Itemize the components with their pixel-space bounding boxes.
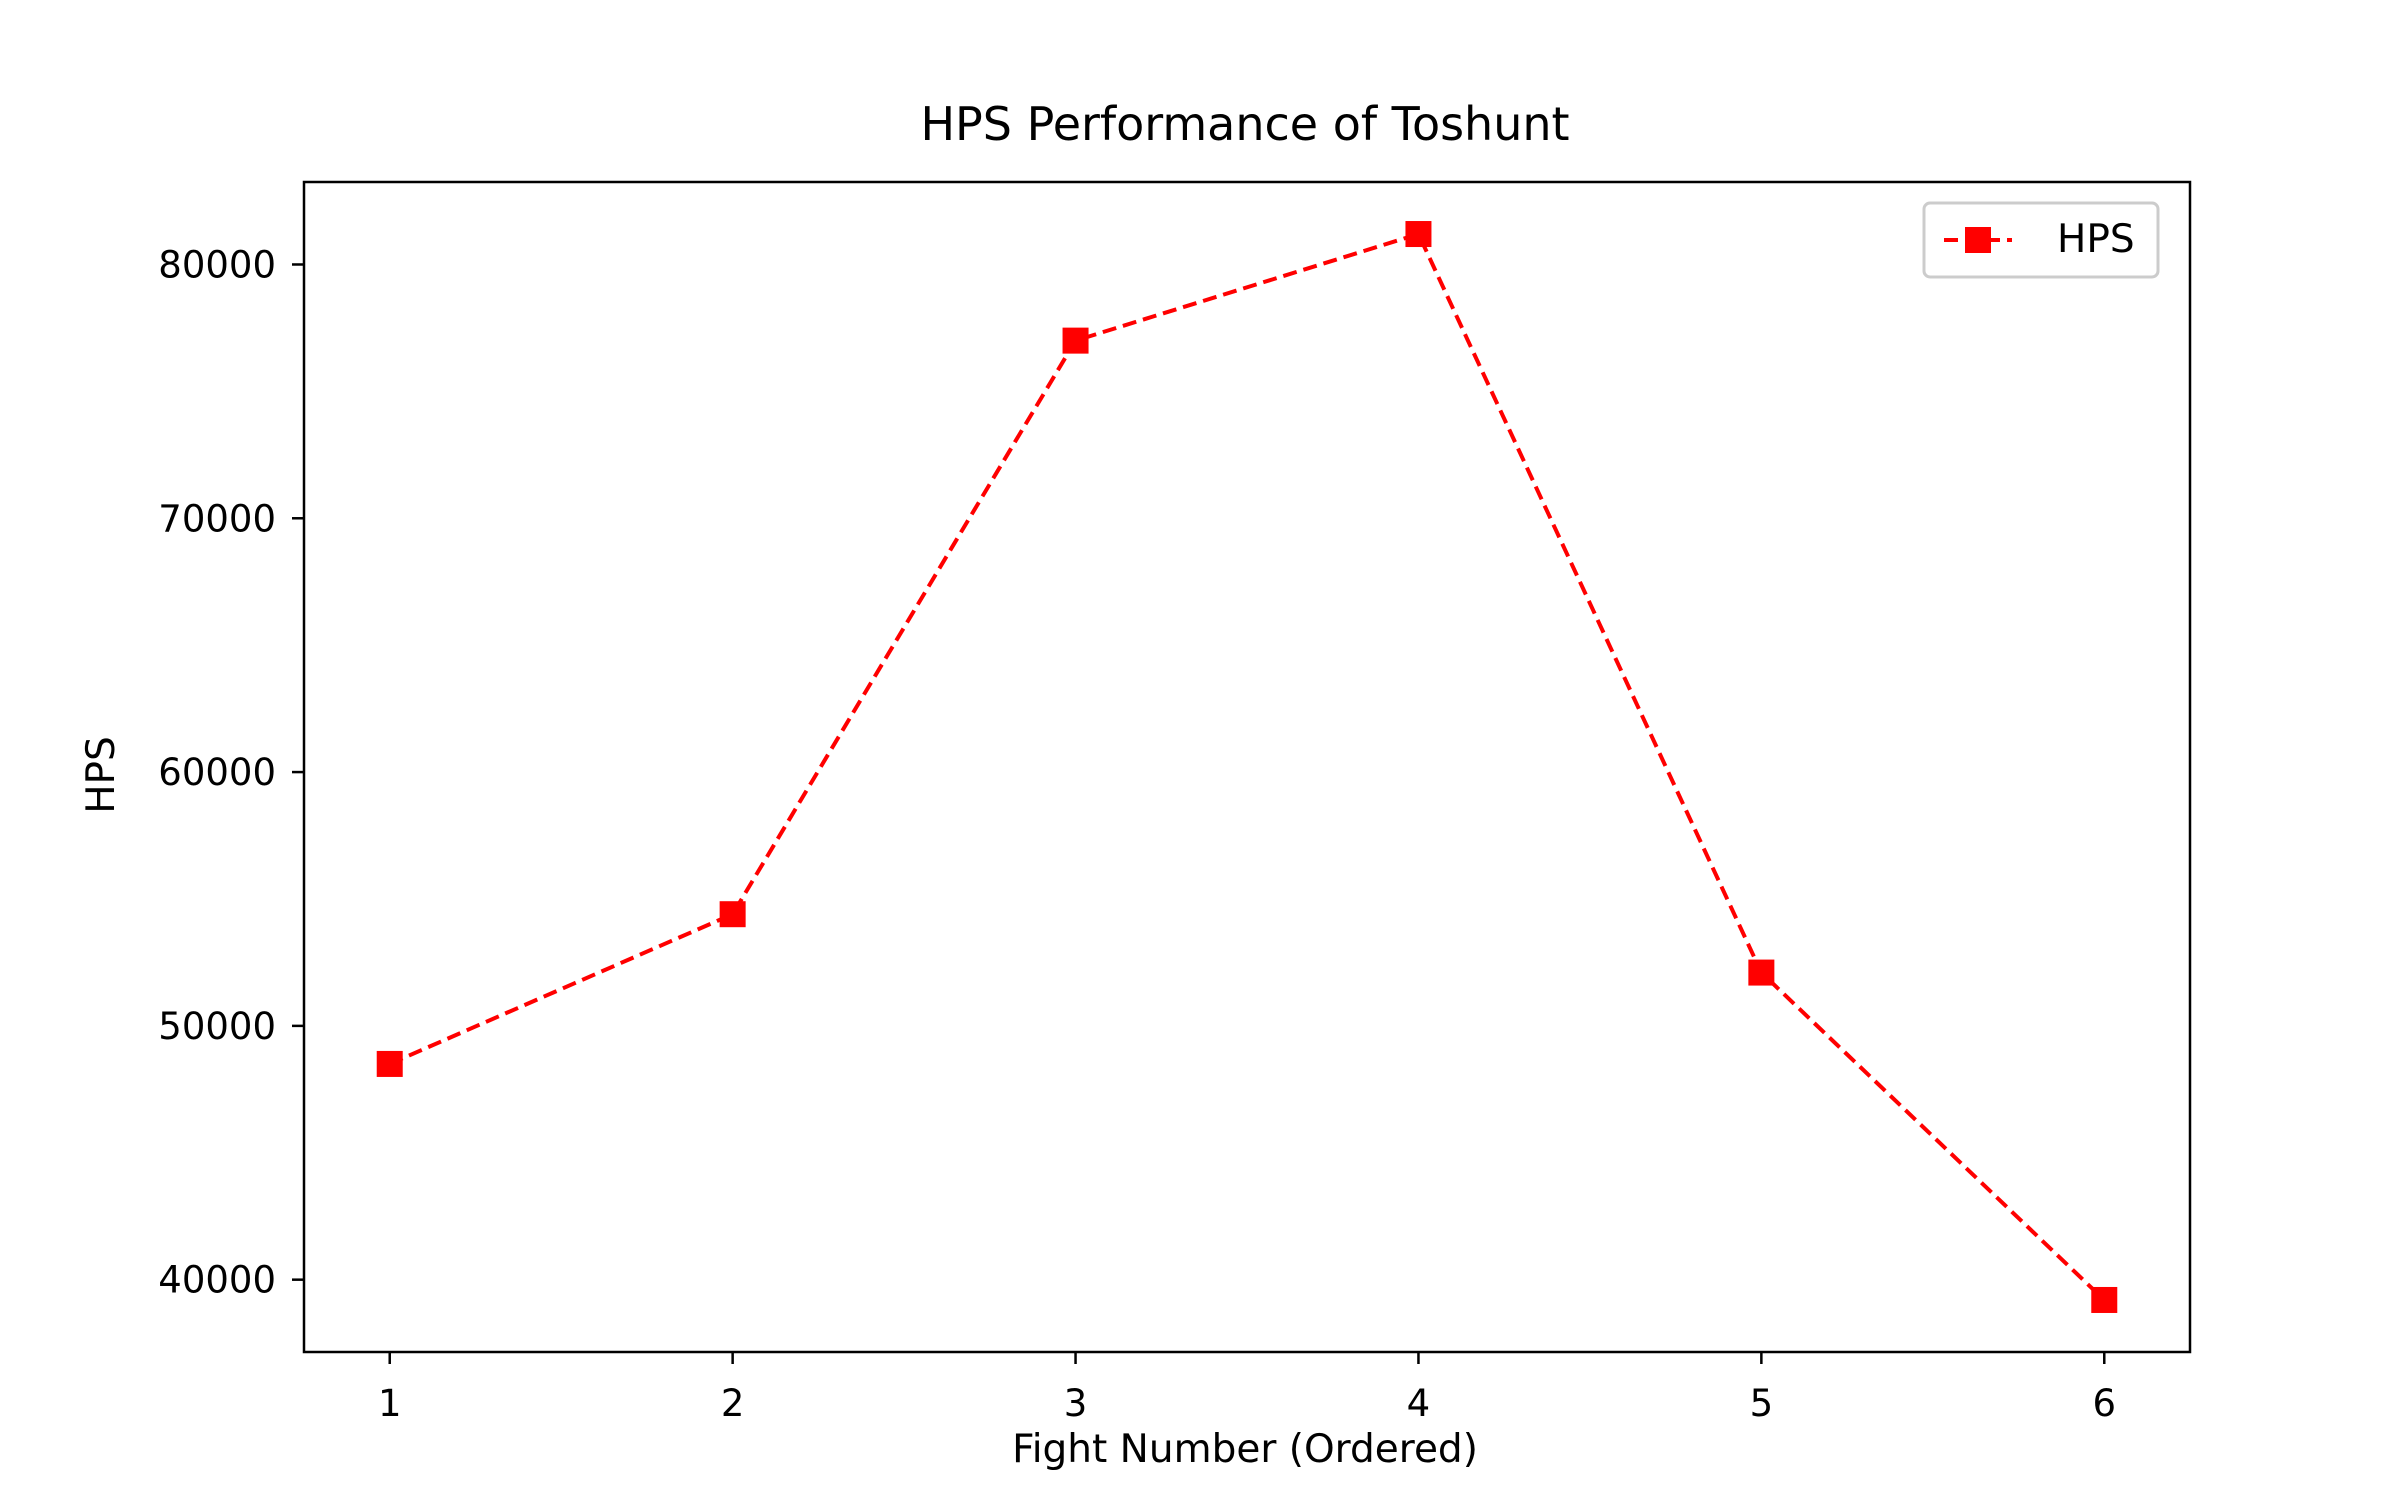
data-point-3 xyxy=(1062,327,1089,354)
legend-series-marker xyxy=(1965,227,1991,253)
x-tick-label: 6 xyxy=(2092,1382,2116,1425)
x-axis-label: Fight Number (Ordered) xyxy=(1012,1427,1478,1472)
plot-frame xyxy=(302,180,2192,1354)
legend-box xyxy=(1922,201,2160,279)
chart-title: HPS Performance of Toshunt xyxy=(920,97,1569,151)
y-tick-label: 70000 xyxy=(158,497,276,540)
data-point-2 xyxy=(719,901,746,928)
legend-series-label: HPS xyxy=(2057,217,2135,262)
data-point-1 xyxy=(376,1050,403,1077)
plot-area: 1 2 3 4 5 6 40000 50000 60000 70000 80000 xyxy=(158,180,2192,1425)
series-line-hps xyxy=(388,232,2106,1302)
x-tick-label: 5 xyxy=(1750,1382,1774,1425)
data-point-5 xyxy=(1748,959,1775,986)
y-tick-label: 40000 xyxy=(158,1259,276,1302)
y-tick-label: 60000 xyxy=(158,751,276,794)
y-axis-label: HPS xyxy=(79,736,124,814)
x-tick-label: 3 xyxy=(1064,1382,1088,1425)
y-tick-label: 80000 xyxy=(158,243,276,286)
x-tick-label: 4 xyxy=(1407,1382,1431,1425)
y-tick-label: 50000 xyxy=(158,1005,276,1048)
x-tick-label: 1 xyxy=(378,1382,402,1425)
x-tick-label: 2 xyxy=(721,1382,745,1425)
legend: HPS xyxy=(1922,201,2160,279)
data-point-4 xyxy=(1405,221,1432,248)
data-point-6 xyxy=(2091,1286,2118,1313)
